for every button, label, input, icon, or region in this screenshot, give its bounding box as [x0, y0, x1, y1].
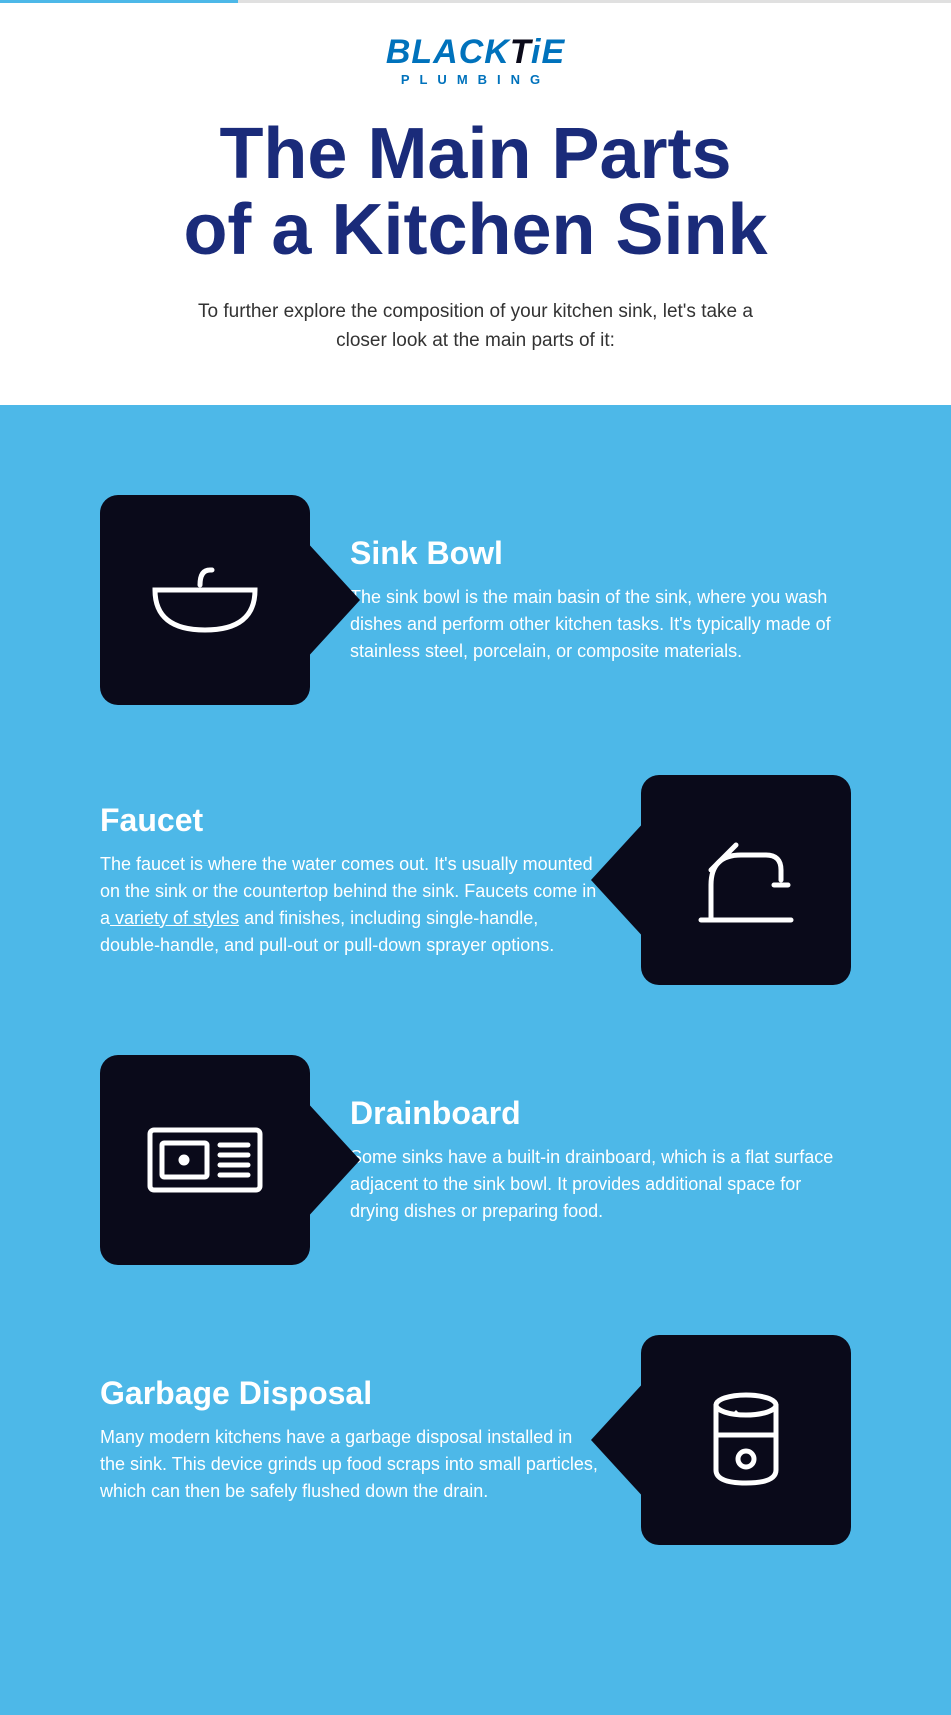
faucet-icon [641, 775, 851, 985]
section-heading: Sink Bowl [350, 535, 851, 572]
section-sink-bowl: Sink Bowl The sink bowl is the main basi… [100, 495, 851, 705]
section-text: Drainboard Some sinks have a built-in dr… [350, 1095, 851, 1225]
intro-text: To further explore the composition of yo… [176, 298, 776, 355]
title-line-2: of a Kitchen Sink [183, 190, 767, 270]
logo-word-2: T [510, 33, 531, 71]
section-faucet: Faucet The faucet is where the water com… [100, 775, 851, 985]
logo: BLACKTiE PLUMBING [386, 33, 565, 87]
section-body: Some sinks have a built-in drainboard, w… [350, 1144, 851, 1225]
header: BLACKTiE PLUMBING The Main Parts of a Ki… [0, 3, 951, 405]
logo-subtitle: PLUMBING [386, 72, 565, 87]
sink-bowl-icon [100, 495, 310, 705]
section-text: Sink Bowl The sink bowl is the main basi… [350, 535, 851, 665]
title-line-1: The Main Parts [219, 114, 731, 194]
page-title: The Main Parts of a Kitchen Sink [40, 117, 911, 268]
section-text: Garbage Disposal Many modern kitchens ha… [100, 1375, 601, 1505]
content-area: Sink Bowl The sink bowl is the main basi… [0, 405, 951, 1715]
section-body: The sink bowl is the main basin of the s… [350, 584, 851, 665]
logo-word-3: iE [531, 33, 565, 71]
logo-word-1: BLACK [386, 33, 510, 71]
garbage-disposal-icon [641, 1335, 851, 1545]
section-body: Many modern kitchens have a garbage disp… [100, 1424, 601, 1505]
section-heading: Drainboard [350, 1095, 851, 1132]
section-body: The faucet is where the water comes out.… [100, 851, 601, 959]
section-drainboard: Drainboard Some sinks have a built-in dr… [100, 1055, 851, 1265]
drainboard-icon [100, 1055, 310, 1265]
variety-link[interactable]: variety of styles [110, 908, 239, 928]
section-garbage-disposal: Garbage Disposal Many modern kitchens ha… [100, 1335, 851, 1545]
section-heading: Garbage Disposal [100, 1375, 601, 1412]
section-text: Faucet The faucet is where the water com… [100, 802, 601, 959]
logo-main: BLACKTiE [386, 33, 565, 72]
section-heading: Faucet [100, 802, 601, 839]
